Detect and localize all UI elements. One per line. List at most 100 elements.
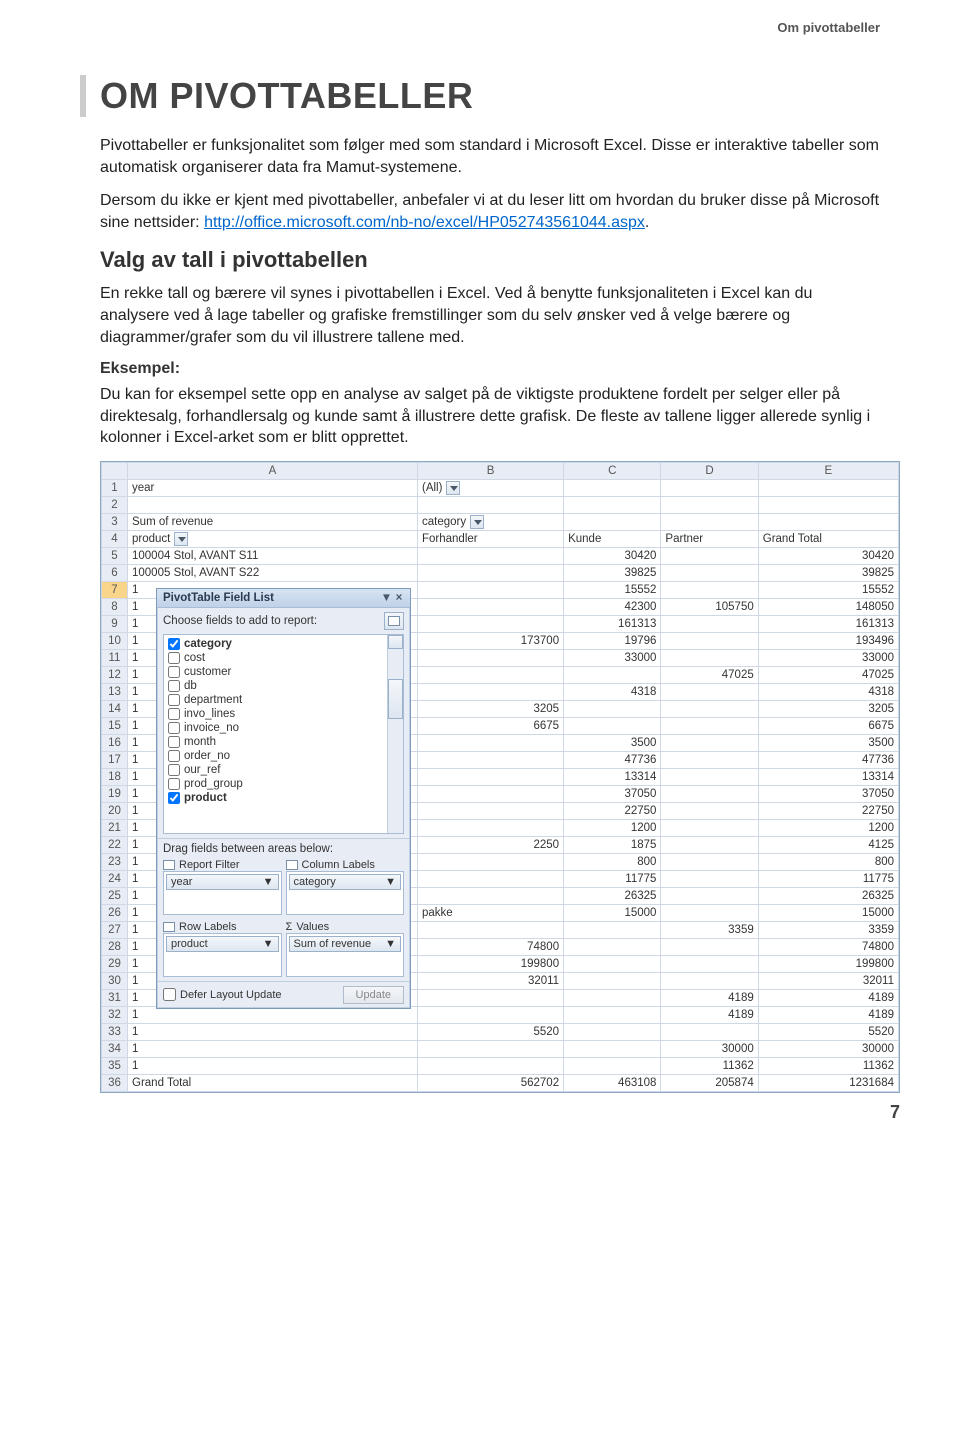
- cell[interactable]: 11775: [758, 870, 898, 887]
- cell[interactable]: [661, 649, 758, 666]
- field-checkbox[interactable]: [168, 666, 180, 678]
- cell[interactable]: 100004 Stol, AVANT S11: [128, 547, 418, 564]
- cell[interactable]: 74800: [418, 938, 564, 955]
- cell[interactable]: [661, 496, 758, 513]
- cell[interactable]: [661, 632, 758, 649]
- cell[interactable]: 33000: [564, 649, 661, 666]
- fields-listbox[interactable]: categorycostcustomerdbdepartmentinvo_lin…: [163, 634, 404, 834]
- cell[interactable]: 30000: [758, 1040, 898, 1057]
- cell[interactable]: 3205: [758, 700, 898, 717]
- ms-office-link[interactable]: http://office.microsoft.com/nb-no/excel/…: [204, 214, 645, 231]
- pivot-field-list-dialog[interactable]: PivotTable Field List ▼ × Choose fields …: [156, 588, 411, 1009]
- cell[interactable]: 105750: [661, 598, 758, 615]
- cell[interactable]: [661, 615, 758, 632]
- scroll-thumb[interactable]: [388, 679, 403, 719]
- cell[interactable]: 13314: [758, 768, 898, 785]
- cell[interactable]: 15552: [564, 581, 661, 598]
- cell[interactable]: 1875: [564, 836, 661, 853]
- cell[interactable]: [418, 615, 564, 632]
- cell[interactable]: [418, 1040, 564, 1057]
- cell[interactable]: 193496: [758, 632, 898, 649]
- row-labels-item[interactable]: product ▼: [166, 936, 279, 952]
- row-header[interactable]: 33: [102, 1023, 128, 1040]
- row-header[interactable]: 25: [102, 887, 128, 904]
- row-header[interactable]: 19: [102, 785, 128, 802]
- row-header[interactable]: 1: [102, 479, 128, 496]
- row-header[interactable]: 16: [102, 734, 128, 751]
- field-list-item[interactable]: month: [166, 735, 401, 749]
- report-filter-item[interactable]: year ▼: [166, 874, 279, 890]
- cell[interactable]: 3500: [564, 734, 661, 751]
- cell[interactable]: Partner: [661, 530, 758, 547]
- field-list-item[interactable]: invoice_no: [166, 721, 401, 735]
- cell[interactable]: 32011: [418, 972, 564, 989]
- field-list-item[interactable]: department: [166, 693, 401, 707]
- field-checkbox[interactable]: [168, 750, 180, 762]
- cell[interactable]: 4189: [758, 989, 898, 1006]
- cell[interactable]: 33000: [758, 649, 898, 666]
- cell[interactable]: 463108: [564, 1074, 661, 1091]
- cell[interactable]: pakke: [418, 904, 564, 921]
- cell[interactable]: 11362: [758, 1057, 898, 1074]
- defer-checkbox-input[interactable]: [163, 988, 176, 1001]
- layout-options-button[interactable]: [384, 612, 404, 630]
- cell[interactable]: 1: [128, 1057, 418, 1074]
- cell[interactable]: 4189: [661, 989, 758, 1006]
- cell[interactable]: 161313: [564, 615, 661, 632]
- column-labels-dropzone[interactable]: category ▼: [286, 871, 405, 915]
- cell[interactable]: [128, 496, 418, 513]
- cell[interactable]: 32011: [758, 972, 898, 989]
- dialog-close-icon[interactable]: ×: [394, 592, 404, 604]
- row-header[interactable]: 22: [102, 836, 128, 853]
- row-col-corner[interactable]: [102, 462, 128, 479]
- cell[interactable]: 3359: [661, 921, 758, 938]
- cell[interactable]: 30420: [564, 547, 661, 564]
- cell[interactable]: 4318: [564, 683, 661, 700]
- col-header-D[interactable]: D: [661, 462, 758, 479]
- field-list-item[interactable]: order_no: [166, 749, 401, 763]
- cell[interactable]: [758, 496, 898, 513]
- cell[interactable]: 199800: [418, 955, 564, 972]
- row-header[interactable]: 17: [102, 751, 128, 768]
- cell[interactable]: [661, 785, 758, 802]
- row-header[interactable]: 21: [102, 819, 128, 836]
- row-header[interactable]: 14: [102, 700, 128, 717]
- cell[interactable]: [564, 1023, 661, 1040]
- row-header[interactable]: 13: [102, 683, 128, 700]
- row-header[interactable]: 23: [102, 853, 128, 870]
- cell[interactable]: 19796: [564, 632, 661, 649]
- row-header[interactable]: 8: [102, 598, 128, 615]
- field-checkbox[interactable]: [168, 708, 180, 720]
- cell[interactable]: [418, 1057, 564, 1074]
- cell[interactable]: [418, 751, 564, 768]
- filter-dropdown-icon[interactable]: [174, 532, 188, 546]
- cell[interactable]: 42300: [564, 598, 661, 615]
- cell[interactable]: [418, 496, 564, 513]
- cell[interactable]: [418, 598, 564, 615]
- cell[interactable]: category: [418, 513, 564, 530]
- cell[interactable]: 562702: [418, 1074, 564, 1091]
- col-header-B[interactable]: B: [418, 462, 564, 479]
- cell[interactable]: 4189: [758, 1006, 898, 1023]
- cell[interactable]: [661, 955, 758, 972]
- cell[interactable]: [661, 547, 758, 564]
- cell[interactable]: [418, 734, 564, 751]
- cell[interactable]: [661, 802, 758, 819]
- cell[interactable]: [661, 700, 758, 717]
- cell[interactable]: [564, 1006, 661, 1023]
- cell[interactable]: Grand Total: [758, 530, 898, 547]
- update-button[interactable]: Update: [343, 986, 404, 1004]
- cell[interactable]: [758, 479, 898, 496]
- cell[interactable]: 11775: [564, 870, 661, 887]
- row-header[interactable]: 34: [102, 1040, 128, 1057]
- cell[interactable]: 39825: [758, 564, 898, 581]
- cell[interactable]: 22750: [564, 802, 661, 819]
- cell[interactable]: 1: [128, 1023, 418, 1040]
- row-header[interactable]: 12: [102, 666, 128, 683]
- row-header[interactable]: 31: [102, 989, 128, 1006]
- row-header[interactable]: 28: [102, 938, 128, 955]
- cell[interactable]: [661, 717, 758, 734]
- cell[interactable]: [418, 649, 564, 666]
- cell[interactable]: [418, 989, 564, 1006]
- row-header[interactable]: 6: [102, 564, 128, 581]
